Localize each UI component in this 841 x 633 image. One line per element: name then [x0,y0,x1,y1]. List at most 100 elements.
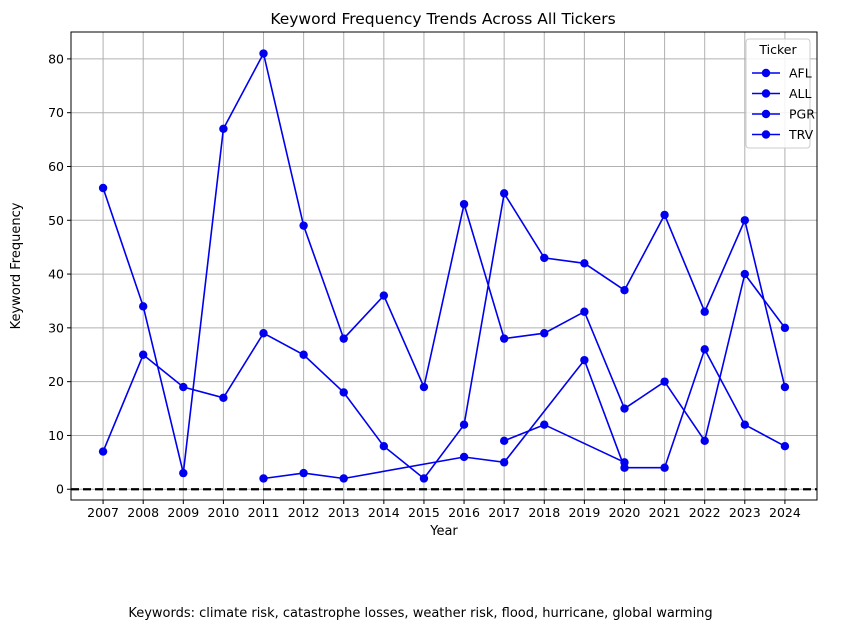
data-point-all [259,329,268,338]
data-point-afl [259,49,268,58]
data-point-afl [138,302,148,311]
data-point-afl [660,377,669,386]
legend-entries: AFL ALL PGR TRV [752,66,815,142]
data-point-all [219,393,228,402]
data-point-trv [620,458,629,467]
data-point-all [379,442,389,451]
data-point-afl [339,334,348,343]
y-tick-label: 10 [48,428,64,443]
x-tick-label: 2007 [87,505,119,520]
data-point-afl [780,323,790,333]
x-tick-label: 2023 [729,505,761,520]
x-tick-label: 2012 [288,505,320,520]
data-point-all [700,307,709,316]
data-point-all [459,420,469,429]
y-tick-label: 50 [48,213,64,228]
data-point-afl [379,291,389,300]
data-point-all [620,286,629,295]
data-point-all [179,382,188,392]
data-point-pgr [259,474,268,483]
data-point-pgr [700,345,709,354]
data-point-all [740,216,750,225]
data-point-pgr [660,463,669,472]
data-point-all [780,382,790,392]
legend-marker-pgr [761,109,771,119]
plot-frame [70,31,818,501]
data-point-pgr [299,468,308,478]
data-point-pgr [459,452,469,462]
data-point-all [419,474,429,483]
data-point-afl [419,382,429,392]
y-axis-ticks: 0 10 20 30 40 50 60 70 80 [48,51,71,497]
legend-label-trv: TRV [788,127,814,142]
x-tick-label: 2020 [609,505,641,520]
legend-label-pgr: PGR [789,107,815,122]
series-lines [102,51,786,480]
chart-title: Keyword Frequency Trends Across All Tick… [270,10,615,28]
y-tick-label: 80 [48,51,64,66]
x-tick-label: 2021 [649,505,681,520]
data-point-pgr [780,442,790,451]
legend: Ticker AFL ALL PGR TRV [745,38,815,149]
data-point-afl [580,307,589,316]
data-point-pgr [499,458,509,467]
keywords-caption: Keywords: climate risk, catastrophe loss… [128,606,713,621]
series-line-afl [102,51,786,474]
data-point-pgr [740,420,750,429]
legend-title: Ticker [758,42,797,57]
x-tick-label: 2009 [167,505,199,520]
data-point-afl [299,221,308,230]
y-tick-label: 60 [48,159,64,174]
x-tick-label: 2019 [568,505,600,520]
x-axis-ticks: 2007 2008 2009 2010 2011 2012 2013 2014 2015 2016… [87,500,801,520]
x-tick-label: 2010 [208,505,240,520]
data-point-afl [700,436,709,446]
legend-marker-trv [761,130,771,139]
x-tick-label: 2024 [769,505,801,520]
data-point-afl [219,124,228,134]
y-tick-label: 70 [48,105,64,120]
x-tick-label: 2011 [248,505,280,520]
legend-marker-all [761,89,771,98]
data-point-pgr [339,474,348,483]
data-point-all [499,189,509,198]
data-point-afl [540,329,549,338]
x-axis-label: Year [429,524,458,539]
y-tick-label: 20 [48,374,64,389]
legend-marker-afl [761,68,771,78]
series-points [98,49,790,483]
x-tick-label: 2017 [488,505,520,520]
data-point-afl [499,334,509,343]
data-point-all [660,210,669,220]
y-tick-label: 0 [56,482,64,497]
data-point-afl [459,199,469,209]
grid-lines [71,32,817,500]
x-tick-label: 2013 [328,505,360,520]
series-line-all [102,191,786,480]
y-axis-label: Keyword Frequency [9,202,24,329]
data-point-all [339,388,348,397]
legend-label-all: ALL [789,86,812,101]
x-tick-label: 2022 [689,505,721,520]
data-point-all [138,350,148,359]
y-tick-label: 30 [48,320,64,335]
data-point-pgr [580,355,589,365]
x-tick-label: 2018 [528,505,560,520]
data-point-all [98,447,108,456]
x-tick-label: 2016 [448,505,480,520]
data-point-all [540,253,549,263]
data-point-afl [179,468,188,478]
x-tick-label: 2014 [368,505,400,520]
series-line-pgr [263,347,786,480]
series-line-trv [503,423,625,464]
y-tick-label: 40 [48,267,64,282]
data-point-all [299,350,308,359]
legend-label-afl: AFL [789,66,812,81]
x-tick-label: 2008 [127,505,159,520]
data-point-afl [740,269,750,279]
data-point-all [580,259,589,268]
data-point-trv [499,436,509,446]
data-point-trv [540,420,549,429]
data-point-afl [98,183,108,193]
